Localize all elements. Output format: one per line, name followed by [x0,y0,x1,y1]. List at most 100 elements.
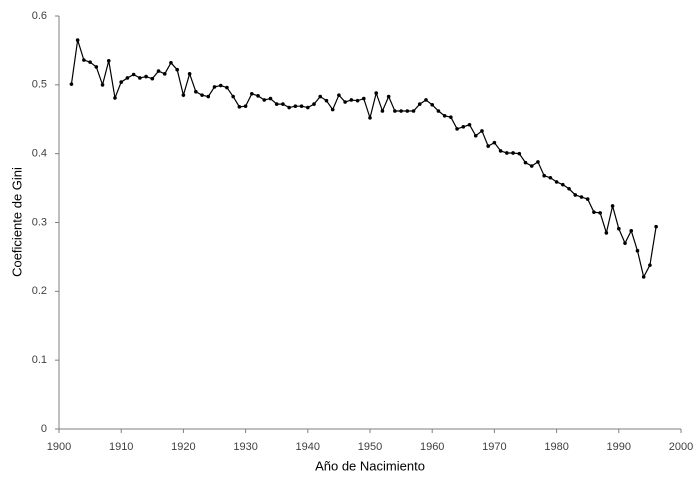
point [324,98,329,103]
point [511,151,515,155]
y-axis-title: Coeficiente de Gini [9,167,24,277]
point [206,94,211,99]
x-tick-label: 1910 [109,441,133,453]
point [536,160,540,164]
x-tick-label: 1930 [233,441,257,453]
point [368,116,372,120]
point [585,197,590,201]
point [523,160,528,165]
point [268,96,273,101]
point [648,263,652,267]
x-tick-label: 1900 [47,441,71,453]
y-tick-label: 0 [41,423,47,435]
point [436,109,441,113]
x-tick-label: 2000 [669,441,693,453]
point [312,102,316,106]
point [554,180,559,184]
point [94,65,99,69]
point [181,93,186,97]
point [194,89,198,94]
point [498,149,503,153]
x-tick-label: 1960 [420,441,444,453]
y-tick-label: 0.3 [32,216,47,228]
point [69,82,74,86]
point [430,102,435,107]
point [175,67,179,72]
point [162,72,167,76]
point [218,83,223,88]
point [119,80,123,84]
point [125,76,130,80]
point [88,60,92,64]
point [573,193,578,197]
point [467,122,472,127]
point [100,83,105,87]
point [417,102,422,106]
point [411,109,416,113]
point [306,105,310,110]
y-tick-label: 0.1 [32,354,47,366]
point [505,151,509,155]
point [374,91,379,95]
point [106,58,111,63]
point [598,211,602,215]
point [113,96,117,100]
point [635,248,640,253]
point [399,109,403,113]
point [610,204,615,208]
point [654,224,658,229]
point [455,127,459,131]
point [200,93,204,97]
point [442,114,447,118]
point [262,98,267,102]
point [592,210,596,214]
point [287,105,291,110]
point [256,94,260,98]
point [343,100,347,104]
point [361,96,366,101]
point [473,133,478,138]
point [480,129,484,133]
point [405,109,410,113]
point [237,105,242,109]
point [579,195,584,199]
point [156,69,161,73]
point [169,61,173,65]
point [355,98,360,103]
point [629,228,634,233]
point [604,231,609,235]
point [293,104,298,108]
point [250,91,254,96]
point [567,186,571,191]
point [492,140,497,145]
point [561,182,565,187]
point [617,226,621,231]
point [243,104,248,108]
x-tick-label: 1970 [482,441,506,453]
series-line [70,39,657,279]
y-tick-label: 0.6 [32,10,47,22]
point [187,72,192,76]
point [349,98,354,102]
point [75,38,80,42]
point [542,173,546,178]
point [461,125,466,129]
point [449,115,453,119]
x-tick-label: 1990 [607,441,631,453]
point [212,85,217,89]
y-tick-label: 0.4 [32,148,47,160]
point [144,74,148,79]
y-tick-label: 0.2 [32,285,47,297]
point [82,58,86,62]
point [517,151,522,156]
point [274,102,279,106]
point [641,275,646,279]
point [623,241,627,245]
x-tick-label: 1940 [296,441,320,453]
point [330,107,335,112]
point [225,85,229,90]
point [386,94,391,99]
point [138,76,142,80]
x-axis-title: Año de Nacimiento [315,458,425,473]
